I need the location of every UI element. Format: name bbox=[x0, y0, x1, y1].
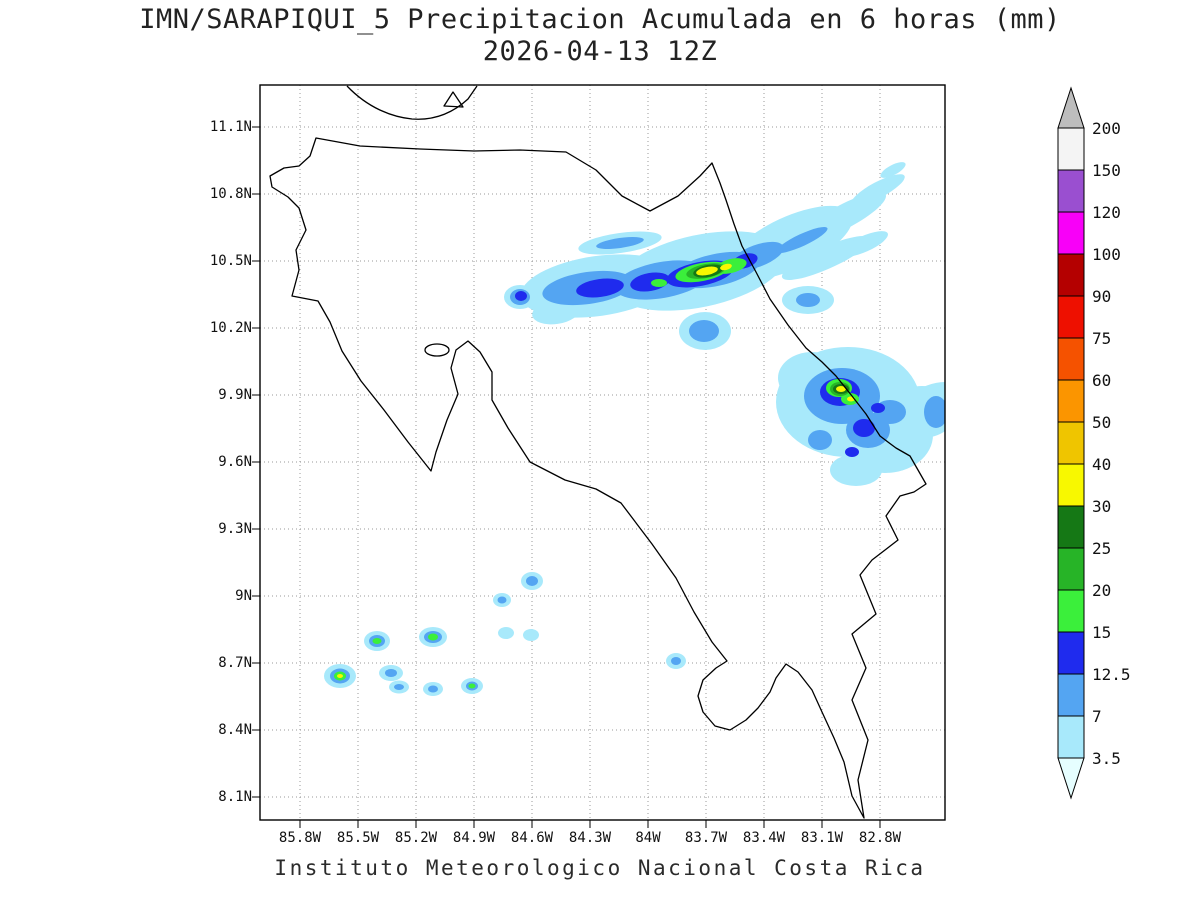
x-axis-label: 84.3W bbox=[568, 830, 612, 846]
y-axis-label: 9.3N bbox=[218, 521, 252, 537]
y-axis-label: 9.9N bbox=[218, 387, 252, 403]
colorbar-label: 20 bbox=[1092, 581, 1112, 600]
colorbar bbox=[1057, 86, 1085, 800]
colorbar-label: 25 bbox=[1092, 539, 1112, 558]
colorbar-label: 90 bbox=[1092, 287, 1112, 306]
colorbar-top-arrow bbox=[1057, 86, 1085, 129]
x-axis-label: 85.8W bbox=[278, 830, 322, 846]
institution-caption: Instituto Meteorologico Nacional Costa R… bbox=[274, 856, 926, 880]
precip-shading-30-40mm bbox=[337, 263, 855, 678]
x-axis-label: 83.4W bbox=[742, 830, 786, 846]
y-axis-label: 9N bbox=[235, 588, 252, 604]
y-axis-label: 10.5N bbox=[209, 253, 252, 269]
y-axis-label: 9.6N bbox=[218, 454, 252, 470]
y-axis-label: 8.7N bbox=[218, 655, 252, 671]
colorbar-label: 150 bbox=[1092, 161, 1121, 180]
costa-rica-outline bbox=[269, 137, 927, 819]
plot-frame bbox=[259, 84, 946, 821]
gridlines bbox=[260, 85, 945, 820]
colorbar-label: 50 bbox=[1092, 413, 1112, 432]
colorbar-label: 3.5 bbox=[1092, 749, 1121, 768]
ometepe-island bbox=[443, 91, 464, 108]
y-axis-label: 10.2N bbox=[209, 320, 252, 336]
x-axis-label: 83.7W bbox=[684, 830, 728, 846]
axis-ticks bbox=[252, 126, 881, 828]
y-axis-label: 10.8N bbox=[209, 186, 252, 202]
colorbar-label: 60 bbox=[1092, 371, 1112, 390]
colorbar-label: 7 bbox=[1092, 707, 1102, 726]
colorbar-label: 15 bbox=[1092, 623, 1112, 642]
colorbar-label: 75 bbox=[1092, 329, 1112, 348]
chart-subtitle: 2026-04-13 12Z bbox=[482, 36, 718, 67]
coastline-layer bbox=[269, 85, 927, 819]
colorbar-label: 200 bbox=[1092, 119, 1121, 138]
x-axis-label: 84.9W bbox=[452, 830, 496, 846]
chira-island bbox=[424, 343, 450, 357]
lake-nicaragua-shore bbox=[346, 85, 478, 120]
x-axis-label: 85.2W bbox=[394, 830, 438, 846]
y-axis-label: 8.1N bbox=[218, 789, 252, 805]
y-axis-label: 8.4N bbox=[218, 722, 252, 738]
x-axis-label: 85.5W bbox=[336, 830, 380, 846]
x-axis-label: 83.1W bbox=[800, 830, 844, 846]
chart-title: IMN/SARAPIQUI_5 Precipitacion Acumulada … bbox=[139, 4, 1061, 35]
precip-shading-15-20mm bbox=[334, 258, 859, 689]
colorbar-label: 100 bbox=[1092, 245, 1121, 264]
x-axis-label: 82.8W bbox=[858, 830, 902, 846]
colorbar-label: 120 bbox=[1092, 203, 1121, 222]
colorbar-label: 40 bbox=[1092, 455, 1112, 474]
colorbar-label: 12.5 bbox=[1092, 665, 1131, 684]
colorbar-bottom-arrow bbox=[1057, 757, 1085, 800]
y-axis-label: 11.1N bbox=[209, 119, 252, 135]
colorbar-label: 30 bbox=[1092, 497, 1112, 516]
precipitation-layer bbox=[324, 162, 945, 696]
x-axis-label: 84.6W bbox=[510, 830, 554, 846]
x-axis-label: 84W bbox=[635, 830, 661, 846]
